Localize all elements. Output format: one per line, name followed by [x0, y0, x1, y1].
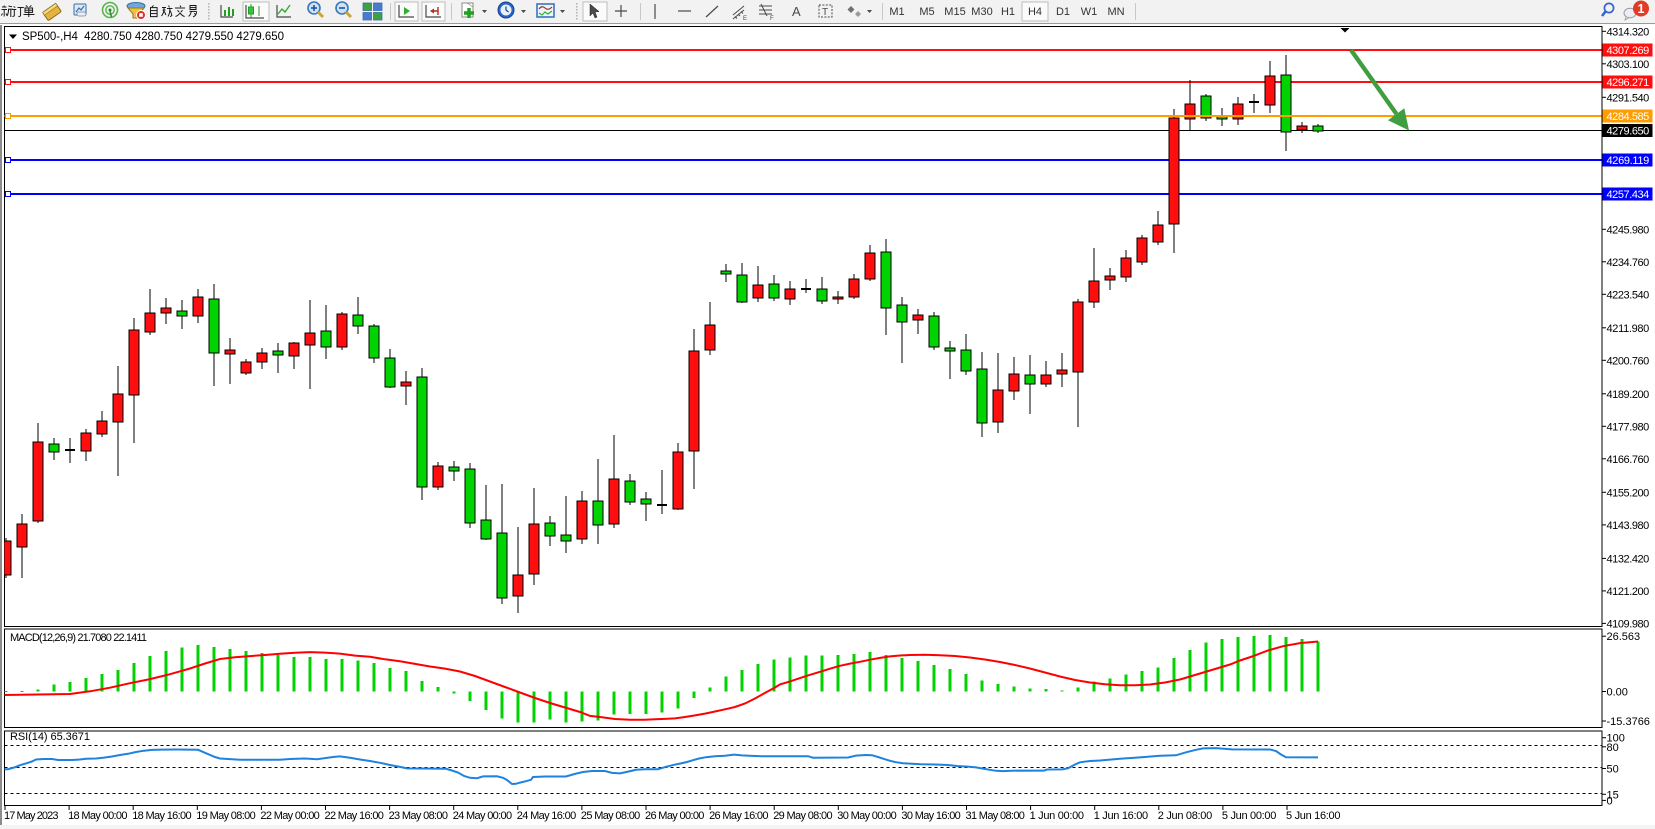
svg-text:4121.200: 4121.200	[1607, 586, 1650, 598]
svg-text:18 May 00:00: 18 May 00:00	[68, 810, 127, 822]
svg-text:2 Jun 08:00: 2 Jun 08:00	[1158, 810, 1212, 822]
svg-text:4269.119: 4269.119	[1607, 155, 1650, 167]
svg-text:F: F	[770, 16, 774, 22]
svg-text:22 May 16:00: 22 May 16:00	[325, 810, 384, 822]
svg-text:4109.980: 4109.980	[1607, 618, 1650, 630]
svg-text:M15: M15	[944, 6, 965, 18]
svg-text:1 Jun 00:00: 1 Jun 00:00	[1030, 810, 1084, 822]
svg-text:4132.420: 4132.420	[1607, 553, 1650, 565]
svg-text:4279.650: 4279.650	[1607, 126, 1650, 138]
svg-text:W1: W1	[1081, 6, 1098, 18]
svg-text:MN: MN	[1107, 6, 1124, 18]
svg-text:M30: M30	[971, 6, 992, 18]
svg-text:MACD(12,26,9) 21.7080 22.1411: MACD(12,26,9) 21.7080 22.1411	[10, 632, 147, 644]
svg-text:1: 1	[1638, 2, 1645, 16]
svg-text:30 May 16:00: 30 May 16:00	[901, 810, 960, 822]
svg-text:4284.585: 4284.585	[1607, 111, 1650, 123]
svg-text:26 May 16:00: 26 May 16:00	[709, 810, 768, 822]
svg-text:25 May 08:00: 25 May 08:00	[581, 810, 640, 822]
svg-text:100: 100	[1607, 733, 1625, 745]
svg-text:26 May 00:00: 26 May 00:00	[645, 810, 704, 822]
svg-text:4166.760: 4166.760	[1607, 454, 1650, 466]
svg-text:26.563: 26.563	[1607, 631, 1641, 643]
svg-text:29 May 08:00: 29 May 08:00	[773, 810, 832, 822]
svg-text:5 Jun 00:00: 5 Jun 00:00	[1222, 810, 1276, 822]
svg-text:4303.100: 4303.100	[1607, 59, 1650, 71]
svg-text:4200.760: 4200.760	[1607, 355, 1650, 367]
svg-text:4211.980: 4211.980	[1607, 323, 1650, 335]
svg-text:15: 15	[1607, 789, 1619, 801]
svg-text:4223.540: 4223.540	[1607, 289, 1650, 301]
svg-text:0.00: 0.00	[1607, 687, 1628, 699]
svg-text:17 May 2023: 17 May 2023	[4, 810, 58, 822]
svg-text:23 May 08:00: 23 May 08:00	[389, 810, 448, 822]
svg-text:31 May 08:00: 31 May 08:00	[966, 810, 1025, 822]
svg-text:4296.271: 4296.271	[1607, 77, 1650, 89]
svg-text:H4: H4	[1028, 6, 1042, 18]
svg-text:4177.980: 4177.980	[1607, 421, 1650, 433]
svg-text:T: T	[822, 7, 828, 18]
svg-text:A: A	[792, 4, 801, 19]
svg-text:-15.3766: -15.3766	[1607, 716, 1650, 728]
svg-text:4257.434: 4257.434	[1607, 189, 1650, 201]
svg-text:M5: M5	[919, 6, 934, 18]
svg-text:24 May 16:00: 24 May 16:00	[517, 810, 576, 822]
svg-text:M1: M1	[889, 6, 904, 18]
svg-text:5 Jun 16:00: 5 Jun 16:00	[1286, 810, 1340, 822]
svg-text:4155.200: 4155.200	[1607, 487, 1650, 499]
svg-text:4234.760: 4234.760	[1607, 257, 1650, 269]
svg-text:50: 50	[1607, 764, 1619, 776]
svg-text:E: E	[743, 16, 747, 22]
svg-text:18 May 16:00: 18 May 16:00	[132, 810, 191, 822]
svg-text:80: 80	[1607, 742, 1619, 754]
svg-text:RSI(14) 65.3671: RSI(14) 65.3671	[10, 731, 90, 743]
svg-text:4143.980: 4143.980	[1607, 520, 1650, 532]
svg-text:22 May 00:00: 22 May 00:00	[260, 810, 319, 822]
svg-text:1 Jun 16:00: 1 Jun 16:00	[1094, 810, 1148, 822]
svg-text:4307.269: 4307.269	[1607, 45, 1650, 57]
svg-text:24 May 00:00: 24 May 00:00	[453, 810, 512, 822]
svg-text:4189.200: 4189.200	[1607, 389, 1650, 401]
svg-text:SP500-,H4 4280.750 4280.750 4: SP500-,H4 4280.750 4280.750 4279.550 427…	[22, 31, 284, 43]
svg-text:D1: D1	[1056, 6, 1070, 18]
svg-text:4245.980: 4245.980	[1607, 224, 1650, 236]
svg-text:19 May 08:00: 19 May 08:00	[196, 810, 255, 822]
svg-text:0: 0	[1607, 795, 1613, 807]
svg-text:H1: H1	[1001, 6, 1015, 18]
svg-text:4314.320: 4314.320	[1607, 26, 1650, 38]
svg-text:4291.540: 4291.540	[1607, 92, 1650, 104]
svg-text:30 May 00:00: 30 May 00:00	[837, 810, 896, 822]
